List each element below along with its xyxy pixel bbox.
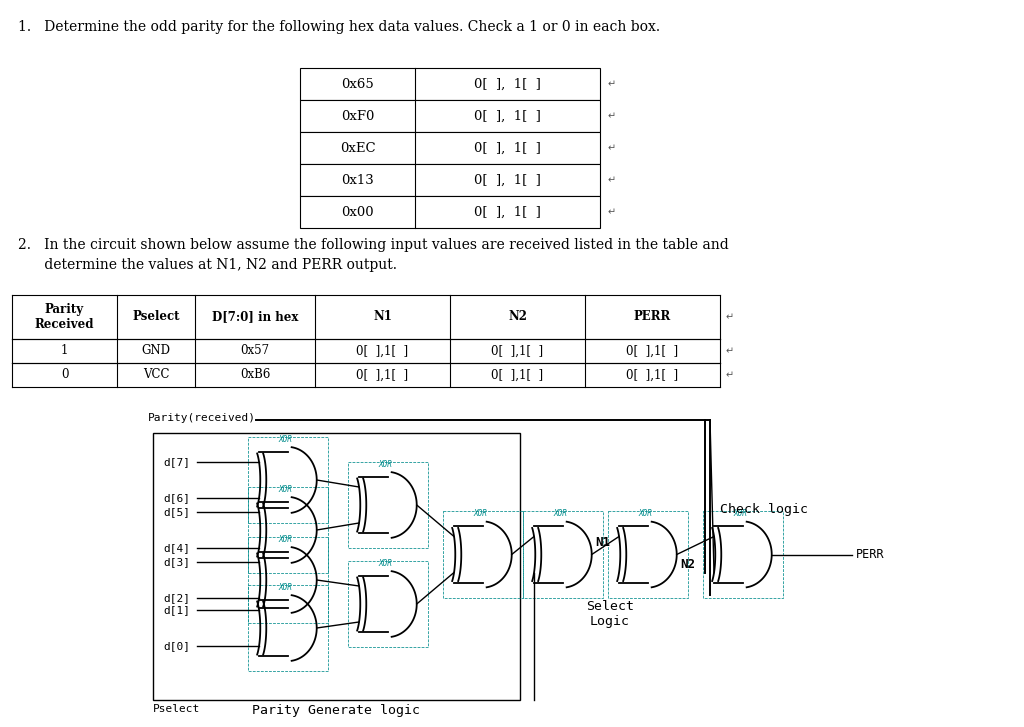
Text: PERR: PERR [856, 548, 884, 561]
Text: 2.   In the circuit shown below assume the following input values are received l: 2. In the circuit shown below assume the… [18, 238, 729, 252]
Text: 0[  ],  1[  ]: 0[ ], 1[ ] [474, 110, 541, 123]
Text: ↵: ↵ [608, 79, 616, 89]
Text: N1: N1 [373, 310, 392, 324]
Text: N2: N2 [508, 310, 527, 324]
Text: N2: N2 [681, 558, 695, 571]
Text: ↵: ↵ [608, 175, 616, 185]
Bar [300, 100, 600, 132]
Text: Check logic: Check logic [720, 504, 808, 516]
Text: GND: GND [141, 345, 171, 358]
Text: 0[  ],1[  ]: 0[ ],1[ ] [356, 369, 409, 382]
Text: D[7:0] in hex: D[7:0] in hex [212, 310, 298, 324]
Text: d[6]: d[6] [163, 493, 190, 503]
Text: d[4]: d[4] [163, 543, 190, 553]
Text: ↵: ↵ [726, 370, 734, 380]
Text: 0x13: 0x13 [341, 174, 374, 187]
Text: ↵: ↵ [608, 143, 616, 153]
Text: d[3]: d[3] [163, 557, 190, 567]
Text: Parity(received): Parity(received) [148, 413, 256, 423]
Text: XOR: XOR [733, 509, 746, 518]
Text: determine the values at N1, N2 and PERR output.: determine the values at N1, N2 and PERR … [18, 258, 397, 272]
Bar [153, 433, 520, 700]
Text: XOR: XOR [553, 509, 567, 518]
Text: 0: 0 [60, 369, 69, 382]
Text: ↵: ↵ [726, 346, 734, 356]
Text: XOR: XOR [378, 459, 392, 469]
Text: 0xB6: 0xB6 [240, 369, 270, 382]
Text: XOR: XOR [638, 509, 652, 518]
Text: PERR: PERR [634, 310, 671, 324]
Text: 0xEC: 0xEC [340, 142, 376, 155]
Text: XOR: XOR [279, 485, 292, 494]
Text: 1: 1 [60, 345, 69, 358]
Text: Select
Logic: Select Logic [586, 600, 634, 628]
Text: VCC: VCC [142, 369, 169, 382]
Text: 0[  ],1[  ]: 0[ ],1[ ] [356, 345, 409, 358]
Text: d[5]: d[5] [163, 507, 190, 517]
Text: Pselect: Pselect [132, 310, 180, 324]
Text: 0x00: 0x00 [341, 206, 374, 219]
Text: 0xF0: 0xF0 [341, 110, 374, 123]
Bar [300, 164, 600, 196]
Text: 0[  ],  1[  ]: 0[ ], 1[ ] [474, 206, 541, 219]
Text: Parity
Received: Parity Received [35, 303, 94, 331]
Text: N1: N1 [596, 536, 610, 548]
Text: 0[  ],  1[  ]: 0[ ], 1[ ] [474, 174, 541, 187]
Text: 0x65: 0x65 [341, 78, 374, 90]
Bar [300, 196, 600, 228]
Text: 0x57: 0x57 [241, 345, 269, 358]
Bar [300, 68, 600, 100]
Text: 0[  ],1[  ]: 0[ ],1[ ] [627, 345, 679, 358]
Text: ↵: ↵ [608, 207, 616, 217]
Text: XOR: XOR [378, 558, 392, 568]
Text: 0[  ],  1[  ]: 0[ ], 1[ ] [474, 142, 541, 155]
Text: ↵: ↵ [608, 111, 616, 121]
Text: XOR: XOR [279, 582, 292, 592]
Text: 0[  ],1[  ]: 0[ ],1[ ] [492, 369, 544, 382]
Text: Pselect: Pselect [153, 704, 201, 714]
Text: Parity Generate logic: Parity Generate logic [253, 704, 421, 717]
Text: 0[  ],1[  ]: 0[ ],1[ ] [492, 345, 544, 358]
Bar [300, 132, 600, 164]
Text: XOR: XOR [279, 534, 292, 544]
Text: ↵: ↵ [726, 312, 734, 322]
Text: 1.   Determine the odd parity for the following hex data values. Check a 1 or 0 : 1. Determine the odd parity for the foll… [18, 20, 660, 34]
Text: d[0]: d[0] [163, 641, 190, 651]
Text: d[1]: d[1] [163, 605, 190, 615]
Text: 0[  ],1[  ]: 0[ ],1[ ] [627, 369, 679, 382]
Text: XOR: XOR [279, 435, 292, 443]
Text: XOR: XOR [473, 509, 487, 518]
Text: d[2]: d[2] [163, 593, 190, 603]
Text: 0[  ],  1[  ]: 0[ ], 1[ ] [474, 78, 541, 90]
Text: d[7]: d[7] [163, 457, 190, 467]
